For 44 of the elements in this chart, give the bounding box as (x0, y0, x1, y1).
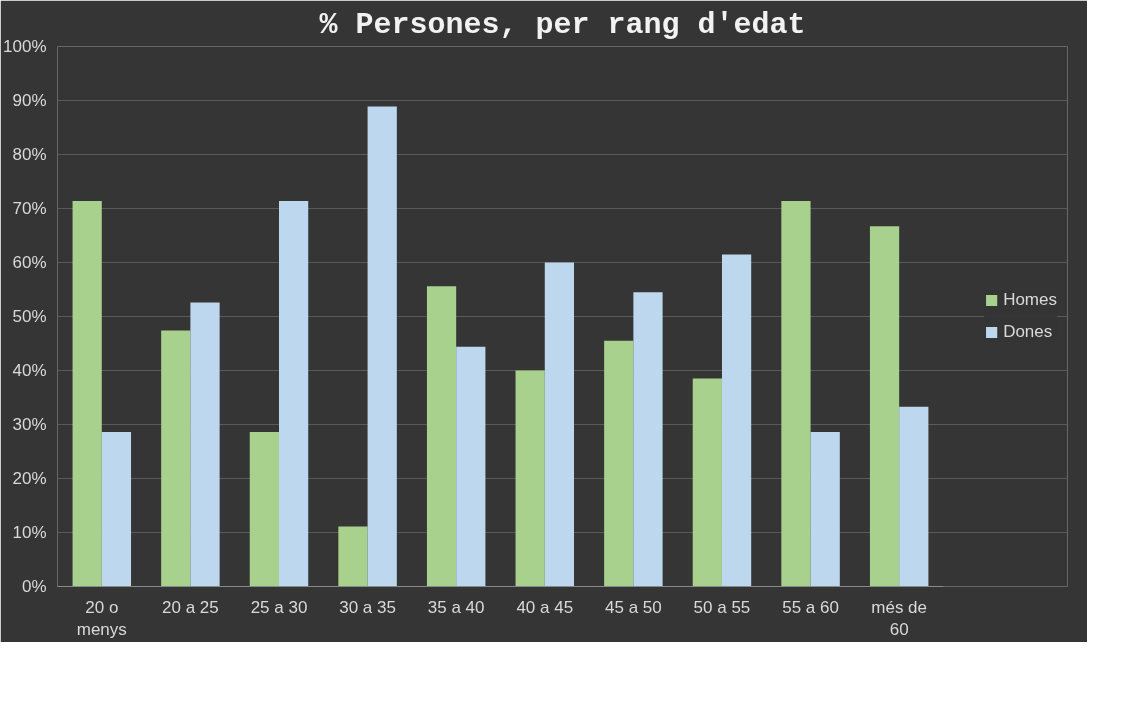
y-tick-label: 50% (12, 307, 47, 326)
bar (338, 526, 368, 587)
y-tick-label: 90% (12, 91, 47, 110)
bar (869, 226, 900, 587)
bar (515, 370, 545, 587)
y-tick-label: 30% (12, 415, 47, 434)
x-tick-label: 25 a 30 (250, 597, 308, 617)
chart-title: % Persones, per rang d'edat (319, 7, 806, 42)
bar (692, 378, 722, 587)
x-tick-label: 55 a 60 (782, 597, 839, 617)
y-tick-label: 70% (12, 199, 47, 218)
y-tick-label: 10% (12, 523, 47, 542)
y-tick-label: 100% (3, 37, 47, 56)
bar (101, 432, 132, 587)
y-tick-label: 0% (21, 577, 47, 596)
bar (544, 262, 575, 587)
x-tick-label: 45 a 50 (605, 597, 662, 617)
x-tick-label: 20 o menys (76, 597, 127, 640)
legend-label: Dones (1003, 322, 1053, 342)
x-tick-label: 50 a 55 (693, 597, 751, 617)
bar (72, 200, 102, 587)
y-tick-label: 80% (12, 145, 47, 164)
bar (426, 286, 457, 587)
x-tick-label: 35 a 40 (427, 597, 485, 617)
y-tick-label: 60% (12, 253, 47, 272)
bar (456, 346, 486, 587)
legend-label: Homes (1003, 290, 1057, 310)
bar (249, 432, 279, 587)
bar (278, 200, 309, 587)
x-tick-label: més de 60 (871, 597, 928, 640)
bar (899, 406, 929, 587)
y-tick-label: 20% (12, 469, 47, 488)
bar (781, 200, 811, 587)
bar (161, 330, 191, 587)
bar (367, 106, 397, 587)
bar (633, 292, 663, 587)
x-tick-label: 30 a 35 (339, 597, 396, 617)
bar (190, 302, 220, 587)
bar (810, 432, 840, 587)
bar (721, 254, 752, 587)
x-tick-label: 40 a 45 (516, 597, 574, 617)
bar (604, 340, 634, 587)
y-tick-label: 40% (12, 361, 47, 380)
x-tick-label: 20 a 25 (162, 597, 219, 617)
